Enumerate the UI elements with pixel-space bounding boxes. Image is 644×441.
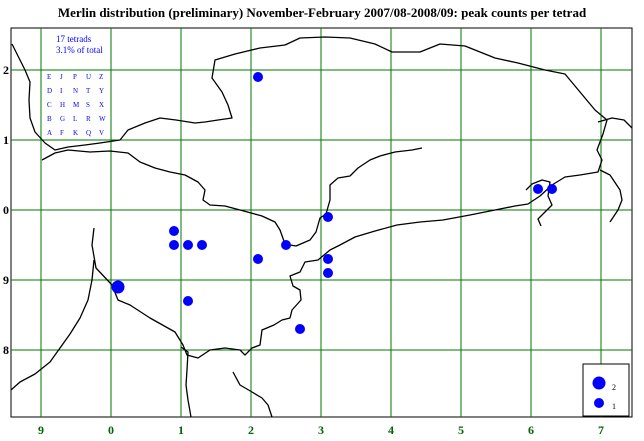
east-inlet bbox=[525, 179, 553, 227]
legend-dot-small bbox=[594, 398, 604, 408]
tetrad-key: E J P U Z D I N T Y C H M S X B G L R W … bbox=[47, 73, 106, 137]
key-letter: R bbox=[86, 115, 91, 123]
legend-label: 1 bbox=[612, 402, 616, 411]
sighting-dot bbox=[323, 254, 333, 264]
key-letter: A bbox=[47, 129, 52, 137]
county-boundary bbox=[11, 36, 608, 359]
key-letter: Q bbox=[86, 129, 91, 137]
key-letter: T bbox=[86, 87, 91, 95]
x-tick-label: 3 bbox=[318, 423, 324, 437]
x-axis-ticks: 9 0 1 2 3 4 5 6 7 bbox=[38, 423, 604, 437]
east-shore-2 bbox=[599, 169, 623, 223]
x-tick-label: 9 bbox=[38, 423, 44, 437]
key-letter: S bbox=[86, 101, 90, 109]
y-tick-label: 1 bbox=[3, 133, 9, 147]
key-letter: U bbox=[86, 73, 91, 81]
sighting-dot bbox=[323, 268, 333, 278]
y-axis-ticks: 2 1 0 9 8 bbox=[3, 63, 9, 357]
key-letter: P bbox=[73, 73, 77, 81]
key-letter: B bbox=[47, 115, 52, 123]
page-title: Merlin distribution (preliminary) Novemb… bbox=[57, 5, 587, 20]
sighting-dots bbox=[111, 72, 557, 334]
sighting-dot bbox=[547, 184, 557, 194]
y-tick-label: 8 bbox=[3, 343, 9, 357]
x-tick-label: 7 bbox=[598, 423, 604, 437]
tetrad-count: 17 tetrads bbox=[56, 34, 92, 44]
sighting-dot bbox=[281, 240, 291, 250]
key-letter: F bbox=[60, 129, 64, 137]
east-shore bbox=[597, 117, 633, 129]
x-tick-label: 5 bbox=[458, 423, 464, 437]
sighting-dot bbox=[183, 296, 193, 306]
sighting-dot bbox=[295, 324, 305, 334]
sighting-dot bbox=[533, 184, 543, 194]
sighting-dot bbox=[169, 226, 179, 236]
key-letter: J bbox=[60, 73, 63, 81]
key-letter: X bbox=[99, 101, 104, 109]
y-tick-label: 0 bbox=[3, 203, 9, 217]
key-letter: L bbox=[73, 115, 77, 123]
estuary-south-east bbox=[232, 371, 273, 418]
legend-dot-large bbox=[592, 376, 606, 390]
key-letter: V bbox=[99, 129, 104, 137]
key-letter: Z bbox=[99, 73, 103, 81]
sighting-dot bbox=[197, 240, 207, 250]
key-letter: D bbox=[47, 87, 52, 95]
grid bbox=[11, 28, 632, 417]
legend-box bbox=[582, 363, 630, 417]
sighting-dot bbox=[111, 280, 125, 294]
key-letter: K bbox=[73, 129, 78, 137]
legend: 2 1 bbox=[582, 363, 630, 417]
inner-coast-west bbox=[41, 147, 423, 247]
x-tick-label: 6 bbox=[528, 423, 534, 437]
key-letter: G bbox=[60, 115, 65, 123]
key-letter: W bbox=[99, 115, 106, 123]
estuary-south bbox=[180, 346, 192, 418]
x-tick-label: 2 bbox=[248, 423, 254, 437]
coastline bbox=[10, 36, 633, 418]
legend-label: 2 bbox=[612, 383, 616, 392]
key-letter: Y bbox=[99, 87, 104, 95]
x-tick-label: 0 bbox=[108, 423, 114, 437]
sighting-dot bbox=[183, 240, 193, 250]
key-letter: N bbox=[73, 87, 78, 95]
key-letter: I bbox=[60, 87, 63, 95]
sighting-dot bbox=[253, 254, 263, 264]
sighting-dot bbox=[323, 212, 333, 222]
percent-of-total: 3.1% of total bbox=[56, 45, 103, 55]
y-tick-label: 9 bbox=[3, 273, 9, 287]
south-coast bbox=[10, 259, 95, 391]
key-letter: C bbox=[47, 101, 52, 109]
x-tick-label: 4 bbox=[388, 423, 394, 437]
key-letter: H bbox=[60, 101, 65, 109]
key-letter: M bbox=[73, 101, 80, 109]
sighting-dot bbox=[169, 240, 179, 250]
x-tick-label: 1 bbox=[178, 423, 184, 437]
sighting-dot bbox=[253, 72, 263, 82]
key-letter: E bbox=[47, 73, 51, 81]
y-tick-label: 2 bbox=[3, 63, 9, 77]
